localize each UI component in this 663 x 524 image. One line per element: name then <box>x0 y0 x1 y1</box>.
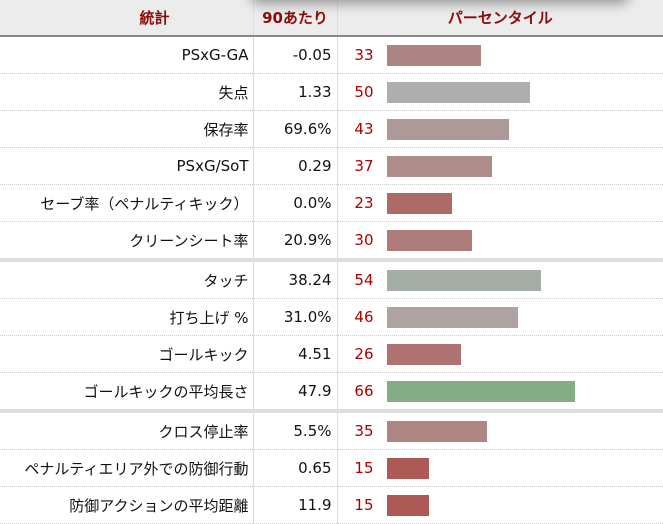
percentile-cell: 30 <box>337 221 663 262</box>
percentile-value: 54 <box>354 271 374 289</box>
table-row: 防御アクションの平均距離 11.9 15 <box>0 486 663 524</box>
percentile-value: 15 <box>354 459 374 477</box>
per90-value: 0.0% <box>252 184 338 222</box>
percentile-value: 66 <box>354 382 374 400</box>
percentile-cell: 37 <box>337 147 663 185</box>
percentile-bar <box>386 343 461 365</box>
percentile-cell: 15 <box>337 449 663 487</box>
stat-name: 防御アクションの平均距離 <box>0 486 253 524</box>
percentile-cell: 33 <box>337 36 663 74</box>
percentile-cell: 15 <box>337 486 663 524</box>
stat-name: PSxG/SoT <box>0 147 253 185</box>
table-row: PSxG/SoT 0.29 37 <box>0 147 663 185</box>
table-row: 失点 1.33 50 <box>0 73 663 111</box>
table-row: 保存率 69.6% 43 <box>0 110 663 148</box>
percentile-value: 33 <box>354 46 374 64</box>
header-percentile[interactable]: パーセンタイル <box>337 0 663 37</box>
stat-name: ゴールキックの平均長さ <box>0 372 253 413</box>
per90-value: 11.9 <box>252 486 338 524</box>
percentile-cell: 26 <box>337 335 663 373</box>
percentile-bar <box>386 192 453 214</box>
table-row: 打ち上げ % 31.0% 46 <box>0 298 663 336</box>
per90-value: 1.33 <box>252 73 338 111</box>
stat-name: ペナルティエリア外での防御行動 <box>0 449 253 487</box>
percentile-value: 35 <box>354 422 374 440</box>
stat-name: PSxG-GA <box>0 36 253 74</box>
per90-value: 20.9% <box>252 221 338 262</box>
stat-name: ゴールキック <box>0 335 253 373</box>
per90-value: 69.6% <box>252 110 338 148</box>
table-row: ゴールキックの平均長さ 47.9 66 <box>0 372 663 413</box>
percentile-cell: 43 <box>337 110 663 148</box>
percentile-bar <box>386 229 473 251</box>
per90-value: 0.29 <box>252 147 338 185</box>
table-row: セーブ率（ペナルティキック） 0.0% 23 <box>0 184 663 222</box>
table-row: PSxG-GA -0.05 33 <box>0 36 663 74</box>
table-row: クリーンシート率 20.9% 30 <box>0 221 663 262</box>
percentile-value: 46 <box>354 308 374 326</box>
percentile-cell: 50 <box>337 73 663 111</box>
stat-name: タッチ <box>0 260 253 299</box>
table-row: ゴールキック 4.51 26 <box>0 335 663 373</box>
percentile-bar <box>386 306 519 328</box>
percentile-value: 37 <box>354 157 374 175</box>
percentile-value: 50 <box>354 83 374 101</box>
percentile-value: 23 <box>354 194 374 212</box>
table-row: ペナルティエリア外での防御行動 0.65 15 <box>0 449 663 487</box>
per90-value: 5.5% <box>252 411 338 450</box>
per90-value: 31.0% <box>252 298 338 336</box>
header-per90[interactable]: 90あたり <box>252 0 338 37</box>
percentile-bar <box>386 44 481 66</box>
per90-value: 0.65 <box>252 449 338 487</box>
table-row: クロス停止率 5.5% 35 <box>0 411 663 450</box>
percentile-value: 43 <box>354 120 374 138</box>
percentile-value: 26 <box>354 345 374 363</box>
percentile-cell: 23 <box>337 184 663 222</box>
per90-value: 47.9 <box>252 372 338 413</box>
stat-name: 失点 <box>0 73 253 111</box>
per90-value: -0.05 <box>252 36 338 74</box>
per90-value: 38.24 <box>252 260 338 299</box>
percentile-bar <box>386 457 430 479</box>
percentile-bar <box>386 420 487 442</box>
table-row: タッチ 38.24 54 <box>0 260 663 299</box>
percentile-bar <box>386 269 541 291</box>
table-header: 統計 90あたり パーセンタイル <box>0 0 663 37</box>
percentile-cell: 46 <box>337 298 663 336</box>
percentile-bar <box>386 494 430 516</box>
percentile-value: 30 <box>354 231 374 249</box>
percentile-bar <box>386 81 530 103</box>
per90-value: 4.51 <box>252 335 338 373</box>
stat-name: 打ち上げ % <box>0 298 253 336</box>
percentile-value: 15 <box>354 496 374 514</box>
percentile-cell: 66 <box>337 372 663 413</box>
stat-name: 保存率 <box>0 110 253 148</box>
percentile-bar <box>386 380 576 402</box>
percentile-bar <box>386 118 510 140</box>
header-stat[interactable]: 統計 <box>0 0 253 37</box>
percentile-cell: 35 <box>337 411 663 450</box>
percentile-cell: 54 <box>337 260 663 299</box>
stat-name: クリーンシート率 <box>0 221 253 262</box>
stat-name: セーブ率（ペナルティキック） <box>0 184 253 222</box>
stat-name: クロス停止率 <box>0 411 253 450</box>
percentile-bar <box>386 155 493 177</box>
